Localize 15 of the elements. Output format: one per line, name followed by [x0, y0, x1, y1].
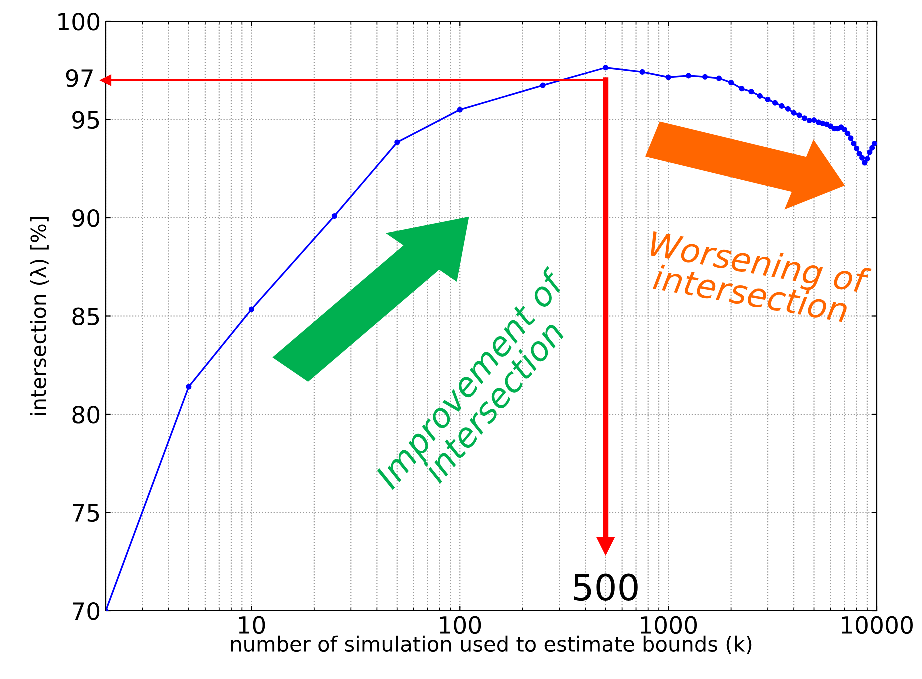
- ref-line-label: 500: [574, 574, 638, 602]
- y-tick-label: 95: [72, 111, 100, 130]
- y-tick-label: 90: [72, 209, 100, 228]
- x-tick-label: 1000: [641, 616, 698, 634]
- y-tick-label: 85: [72, 308, 100, 326]
- y-axis-title: intersection (λ) [%]: [30, 217, 49, 416]
- y-tick-label: 75: [73, 504, 100, 522]
- x-tick-label: 10000: [842, 616, 913, 634]
- y-tick-label: 100: [58, 12, 100, 31]
- y-tick-label: 80: [72, 406, 100, 424]
- x-axis-title: number of simulation used to estimate bounds (k): [231, 636, 752, 655]
- ref-line-label: 97: [66, 69, 93, 88]
- x-tick-label: 100: [440, 616, 482, 634]
- x-tick-label: 10: [239, 616, 266, 634]
- y-tick-label: 70: [73, 602, 100, 620]
